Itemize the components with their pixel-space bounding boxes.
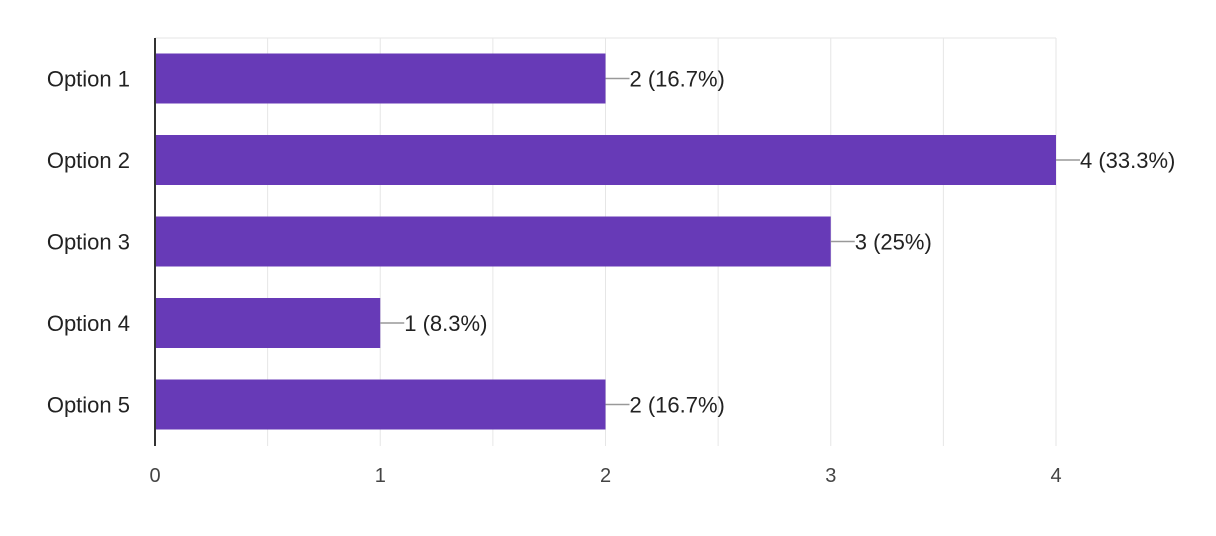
x-tick-label-3: 3 [825,465,836,487]
x-tick-label-4: 4 [1050,465,1061,487]
bar-5 [155,379,606,430]
data-label-3: 3 (25%) [855,230,932,255]
category-label-1: Option 1 [47,67,130,92]
x-tick-label-2: 2 [600,465,611,487]
category-label-4: Option 4 [47,311,130,336]
bar-1 [155,53,606,104]
label-layer: 2 (16.7%) Option 1 4 (33.3%) Option 2 3 (25%… [47,67,1176,418]
bar-2 [155,135,1056,185]
category-label-5: Option 5 [47,393,130,418]
category-label-3: Option 3 [47,230,130,255]
data-label-1: 2 (16.7%) [630,67,725,92]
bar-layer [155,53,1056,430]
x-tick-label-0: 0 [149,465,160,487]
data-label-4: 1 (8.3%) [404,311,487,336]
bar-4 [155,298,381,348]
bar-3 [155,216,831,267]
x-tick-label-1: 1 [375,465,386,487]
data-label-2: 4 (33.3%) [1080,148,1175,173]
category-label-2: Option 2 [47,148,130,173]
axis-layer: 0 1 2 3 4 [149,38,1062,487]
data-label-5: 2 (16.7%) [630,393,725,418]
